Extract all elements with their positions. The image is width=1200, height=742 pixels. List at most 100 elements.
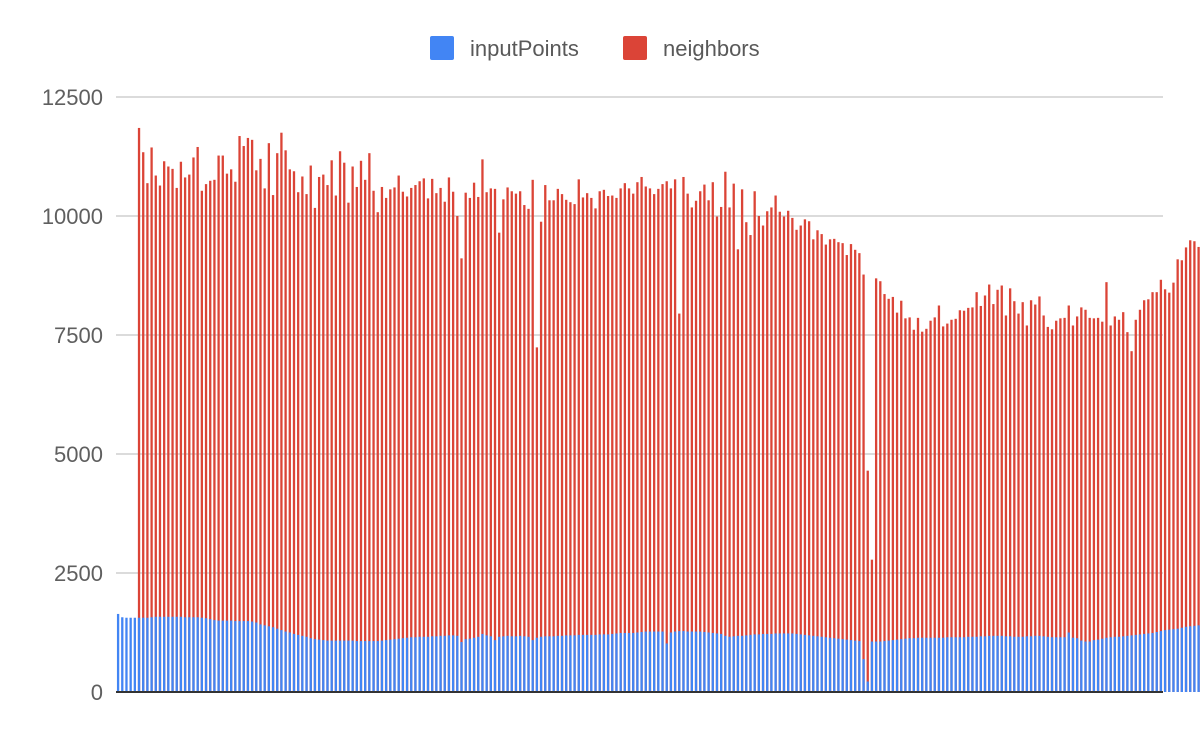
bar-neighbors[interactable] <box>431 178 434 692</box>
bar-inputpoints[interactable] <box>137 617 141 692</box>
bar-inputpoints[interactable] <box>280 630 283 692</box>
bar-neighbors[interactable] <box>163 161 166 692</box>
bar-neighbors[interactable] <box>263 188 266 692</box>
bar-neighbors[interactable] <box>807 221 811 693</box>
bar-neighbors[interactable] <box>343 162 346 692</box>
bar-inputpoints[interactable] <box>1071 637 1075 692</box>
bar-inputpoints[interactable] <box>477 636 480 692</box>
bar-neighbors[interactable] <box>870 559 874 692</box>
bar-inputpoints[interactable] <box>422 636 425 692</box>
bar-inputpoints[interactable] <box>150 617 153 692</box>
bar-inputpoints[interactable] <box>644 631 647 692</box>
bar-neighbors[interactable] <box>200 190 203 692</box>
bar-neighbors[interactable] <box>699 191 702 692</box>
bar-inputpoints[interactable] <box>657 631 660 692</box>
bar-inputpoints[interactable] <box>129 617 132 692</box>
bar-inputpoints[interactable] <box>1013 636 1016 692</box>
bar-neighbors[interactable] <box>891 296 895 692</box>
bar-neighbors[interactable] <box>250 139 254 693</box>
bar-inputpoints[interactable] <box>535 637 539 692</box>
bar-neighbors[interactable] <box>523 205 526 693</box>
bar-neighbors[interactable] <box>1176 259 1179 692</box>
bar-neighbors[interactable] <box>238 136 241 692</box>
bar-inputpoints[interactable] <box>389 639 392 692</box>
bar-neighbors[interactable] <box>1084 309 1087 692</box>
bar-inputpoints[interactable] <box>246 621 250 692</box>
bar-inputpoints[interactable] <box>803 634 807 692</box>
bar-neighbors[interactable] <box>766 211 769 693</box>
bar-neighbors[interactable] <box>925 328 928 692</box>
bar-neighbors[interactable] <box>183 177 187 692</box>
bar-neighbors[interactable] <box>477 196 480 692</box>
bar-inputpoints[interactable] <box>690 631 693 692</box>
bar-inputpoints[interactable] <box>1008 636 1012 692</box>
bar-neighbors[interactable] <box>703 184 706 692</box>
bar-inputpoints[interactable] <box>883 641 886 692</box>
bar-neighbors[interactable] <box>510 191 513 692</box>
bar-inputpoints[interactable] <box>1059 637 1062 692</box>
bar-neighbors[interactable] <box>833 238 836 692</box>
bar-inputpoints[interactable] <box>443 635 446 692</box>
bar-neighbors[interactable] <box>1180 260 1183 692</box>
bar-inputpoints[interactable] <box>1159 631 1163 692</box>
bar-inputpoints[interactable] <box>167 616 170 692</box>
bar-inputpoints[interactable] <box>648 631 652 692</box>
bar-neighbors[interactable] <box>422 178 425 692</box>
bar-neighbors[interactable] <box>297 192 300 692</box>
bar-neighbors[interactable] <box>1000 285 1003 693</box>
bar-inputpoints[interactable] <box>531 640 534 692</box>
bar-inputpoints[interactable] <box>766 633 769 692</box>
bar-inputpoints[interactable] <box>1029 636 1033 692</box>
bar-neighbors[interactable] <box>958 310 962 692</box>
bar-neighbors[interactable] <box>879 281 882 692</box>
bar-neighbors[interactable] <box>673 179 677 693</box>
bar-neighbors[interactable] <box>439 187 442 693</box>
bar-inputpoints[interactable] <box>133 617 136 692</box>
bar-inputpoints[interactable] <box>954 637 957 692</box>
legend-item-neighbors[interactable]: neighbors <box>623 36 760 61</box>
bar-neighbors[interactable] <box>485 192 488 692</box>
bar-neighbors[interactable] <box>539 221 543 692</box>
bar-inputpoints[interactable] <box>640 632 643 692</box>
bar-neighbors[interactable] <box>623 183 626 692</box>
bar-neighbors[interactable] <box>158 185 162 693</box>
bar-inputpoints[interactable] <box>845 639 848 692</box>
bar-inputpoints[interactable] <box>368 641 371 692</box>
bar-inputpoints[interactable] <box>753 634 756 692</box>
bar-neighbors[interactable] <box>975 292 978 692</box>
bar-neighbors[interactable] <box>724 171 727 693</box>
bar-inputpoints[interactable] <box>1197 625 1200 692</box>
bar-neighbors[interactable] <box>636 182 639 692</box>
bar-neighbors[interactable] <box>426 198 430 692</box>
bar-neighbors[interactable] <box>518 191 522 692</box>
bar-neighbors[interactable] <box>506 187 509 692</box>
bar-neighbors[interactable] <box>908 317 911 692</box>
bar-inputpoints[interactable] <box>485 635 488 692</box>
bar-neighbors[interactable] <box>267 143 271 693</box>
bar-neighbors[interactable] <box>1004 315 1008 692</box>
bar-neighbors[interactable] <box>749 235 752 693</box>
bar-neighbors[interactable] <box>1071 325 1075 692</box>
bar-neighbors[interactable] <box>347 202 350 693</box>
bar-inputpoints[interactable] <box>364 641 367 692</box>
bar-neighbors[interactable] <box>188 174 191 693</box>
bar-inputpoints[interactable] <box>732 636 735 692</box>
bar-inputpoints[interactable] <box>824 637 828 692</box>
bar-inputpoints[interactable] <box>489 636 492 692</box>
bar-neighbors[interactable] <box>351 166 354 693</box>
bar-inputpoints[interactable] <box>615 633 618 692</box>
bar-neighbors[interactable] <box>548 200 551 693</box>
bar-neighbors[interactable] <box>389 189 392 692</box>
bar-neighbors[interactable] <box>313 207 317 692</box>
bar-inputpoints[interactable] <box>380 640 384 692</box>
bar-inputpoints[interactable] <box>1021 636 1024 692</box>
bar-inputpoints[interactable] <box>234 621 237 692</box>
bar-inputpoints[interactable] <box>502 636 505 692</box>
bar-inputpoints[interactable] <box>347 640 350 692</box>
bar-inputpoints[interactable] <box>322 640 325 692</box>
bar-inputpoints[interactable] <box>242 621 245 692</box>
bar-neighbors[interactable] <box>707 200 710 693</box>
bar-inputpoints[interactable] <box>334 640 338 692</box>
bar-inputpoints[interactable] <box>967 636 970 692</box>
bar-neighbors[interactable] <box>787 210 790 692</box>
